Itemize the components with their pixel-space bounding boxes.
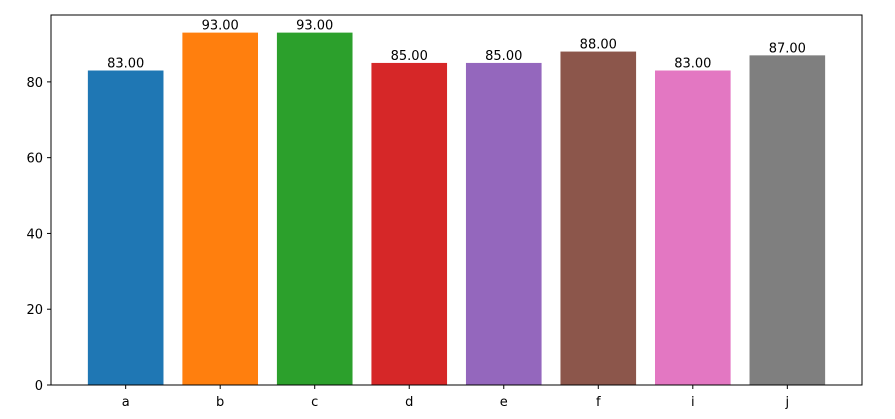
value-label: 88.00	[580, 38, 617, 53]
x-tick-label: f	[596, 395, 601, 410]
bar	[182, 32, 259, 385]
value-label: 93.00	[202, 19, 239, 34]
y-tick-label: 40	[26, 227, 43, 242]
value-label: 85.00	[485, 49, 522, 64]
y-tick-label: 20	[26, 303, 43, 318]
x-tick-label: i	[691, 395, 695, 410]
bar	[276, 32, 353, 385]
y-tick-label: 0	[35, 379, 43, 394]
bar	[465, 62, 542, 385]
bar	[87, 70, 164, 386]
bar	[560, 51, 637, 385]
value-label: 85.00	[391, 49, 428, 64]
y-tick-label: 60	[26, 152, 43, 167]
x-tick-label: j	[785, 395, 790, 410]
plot-frame	[50, 14, 863, 386]
value-label: 93.00	[296, 19, 333, 34]
bar	[371, 62, 448, 385]
bar	[654, 70, 731, 386]
value-label: 87.00	[769, 41, 806, 56]
value-label: 83.00	[674, 57, 711, 72]
value-label: 83.00	[107, 57, 144, 72]
bar	[749, 55, 826, 385]
x-tick-label: a	[122, 395, 130, 410]
x-tick-label: b	[216, 395, 224, 410]
y-tick-label: 80	[26, 76, 43, 91]
x-tick-label: c	[311, 395, 318, 410]
x-tick-label: e	[500, 395, 508, 410]
x-tick-label: d	[405, 395, 413, 410]
